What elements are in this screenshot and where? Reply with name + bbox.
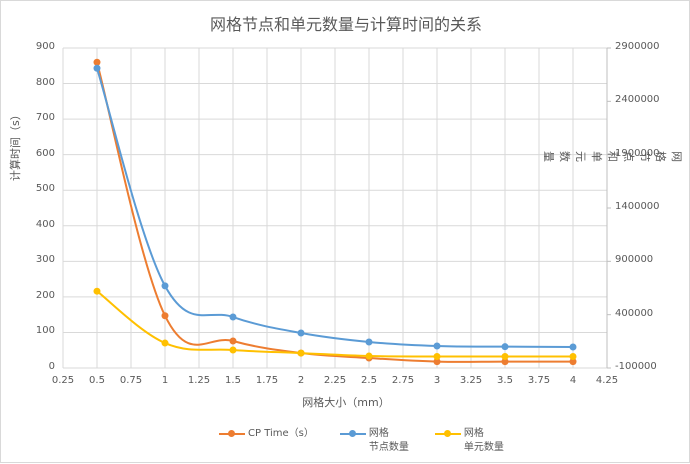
tick-label: 0.5 [89,375,105,386]
data-point [433,358,441,366]
tick-label: 4.25 [595,375,619,386]
tick-label: 300 [35,254,55,266]
chart-title: 网格节点和单元数量与计算时间的关系 [209,15,482,34]
tick-label: 1900000 [615,147,660,159]
tick-label: 2400000 [615,94,660,106]
data-point [297,329,305,337]
legend-label: CP Time（s） [248,428,314,439]
data-point [501,358,509,366]
tick-label: 3.25 [459,375,483,386]
tick-label: 100 [35,325,55,337]
legend: CP Time（s） 网格节点数量 网格单元数量 [219,427,504,455]
tick-label: 1400000 [615,201,660,212]
legend-label-line2: 节点数量 [368,442,409,453]
data-point [161,339,169,347]
data-point [161,282,169,290]
tick-label: 700 [35,112,55,124]
legend-item-elements: 网格 单元数量 [434,427,504,455]
tick-label: 2900000 [615,41,660,52]
tick-label: 0.25 [51,375,75,386]
tick-label: -100000 [615,361,657,372]
tick-label: 800 [35,76,55,88]
data-point [569,358,577,366]
legend-marker-icon [339,427,366,439]
tick-label: 4 [569,375,577,386]
legend-label: 网格 [463,428,484,439]
tick-label: 0.75 [119,375,143,386]
tick-label: 2.5 [361,375,377,386]
tick-label: 400000 [615,307,654,319]
tick-label: 1 [161,375,169,386]
data-point [501,343,509,351]
data-point [501,352,509,360]
legend-item-cp-time: CP Time（s） [219,427,314,455]
data-point [297,349,305,357]
data-point [229,337,237,345]
data-point [433,342,441,350]
tick-label: 400 [35,218,55,230]
data-point [93,287,101,295]
data-point [365,352,373,360]
tick-label: 2 [297,375,305,386]
legend-marker-icon [219,427,245,439]
tick-label: 1.75 [255,375,279,386]
y-axis-label-right: 网格节点和单元数量 [542,151,683,162]
tick-label: 3 [433,375,441,386]
tick-label: 1.25 [187,375,211,386]
data-point [93,58,101,66]
y-axis-label-left: 计算时间（s） [9,109,22,181]
data-point [229,346,237,354]
tick-label: 3.5 [497,375,513,386]
legend-label: 网格 [368,428,389,439]
data-point [161,312,169,320]
data-point [569,343,577,351]
tick-label: 900 [35,41,55,52]
tick-label: 1.5 [225,375,241,386]
data-point [365,338,373,346]
tick-label: 3.75 [527,375,551,386]
tick-label: 600 [35,147,55,159]
data-point [229,313,237,321]
data-point [93,64,101,72]
tick-label: 2.25 [323,375,347,386]
legend-label-line2: 单元数量 [463,442,504,453]
tick-label: 0 [48,361,55,372]
legend-item-nodes: 网格 节点数量 [339,427,409,455]
x-axis-label: 网格大小（mm） [302,396,390,409]
data-point [433,352,441,360]
tick-label: 900000 [615,254,654,266]
data-point [569,352,577,360]
tick-label: 2.75 [391,375,415,386]
legend-marker-icon [434,427,461,439]
tick-label: 500 [35,183,55,195]
tick-label: 200 [35,289,55,301]
